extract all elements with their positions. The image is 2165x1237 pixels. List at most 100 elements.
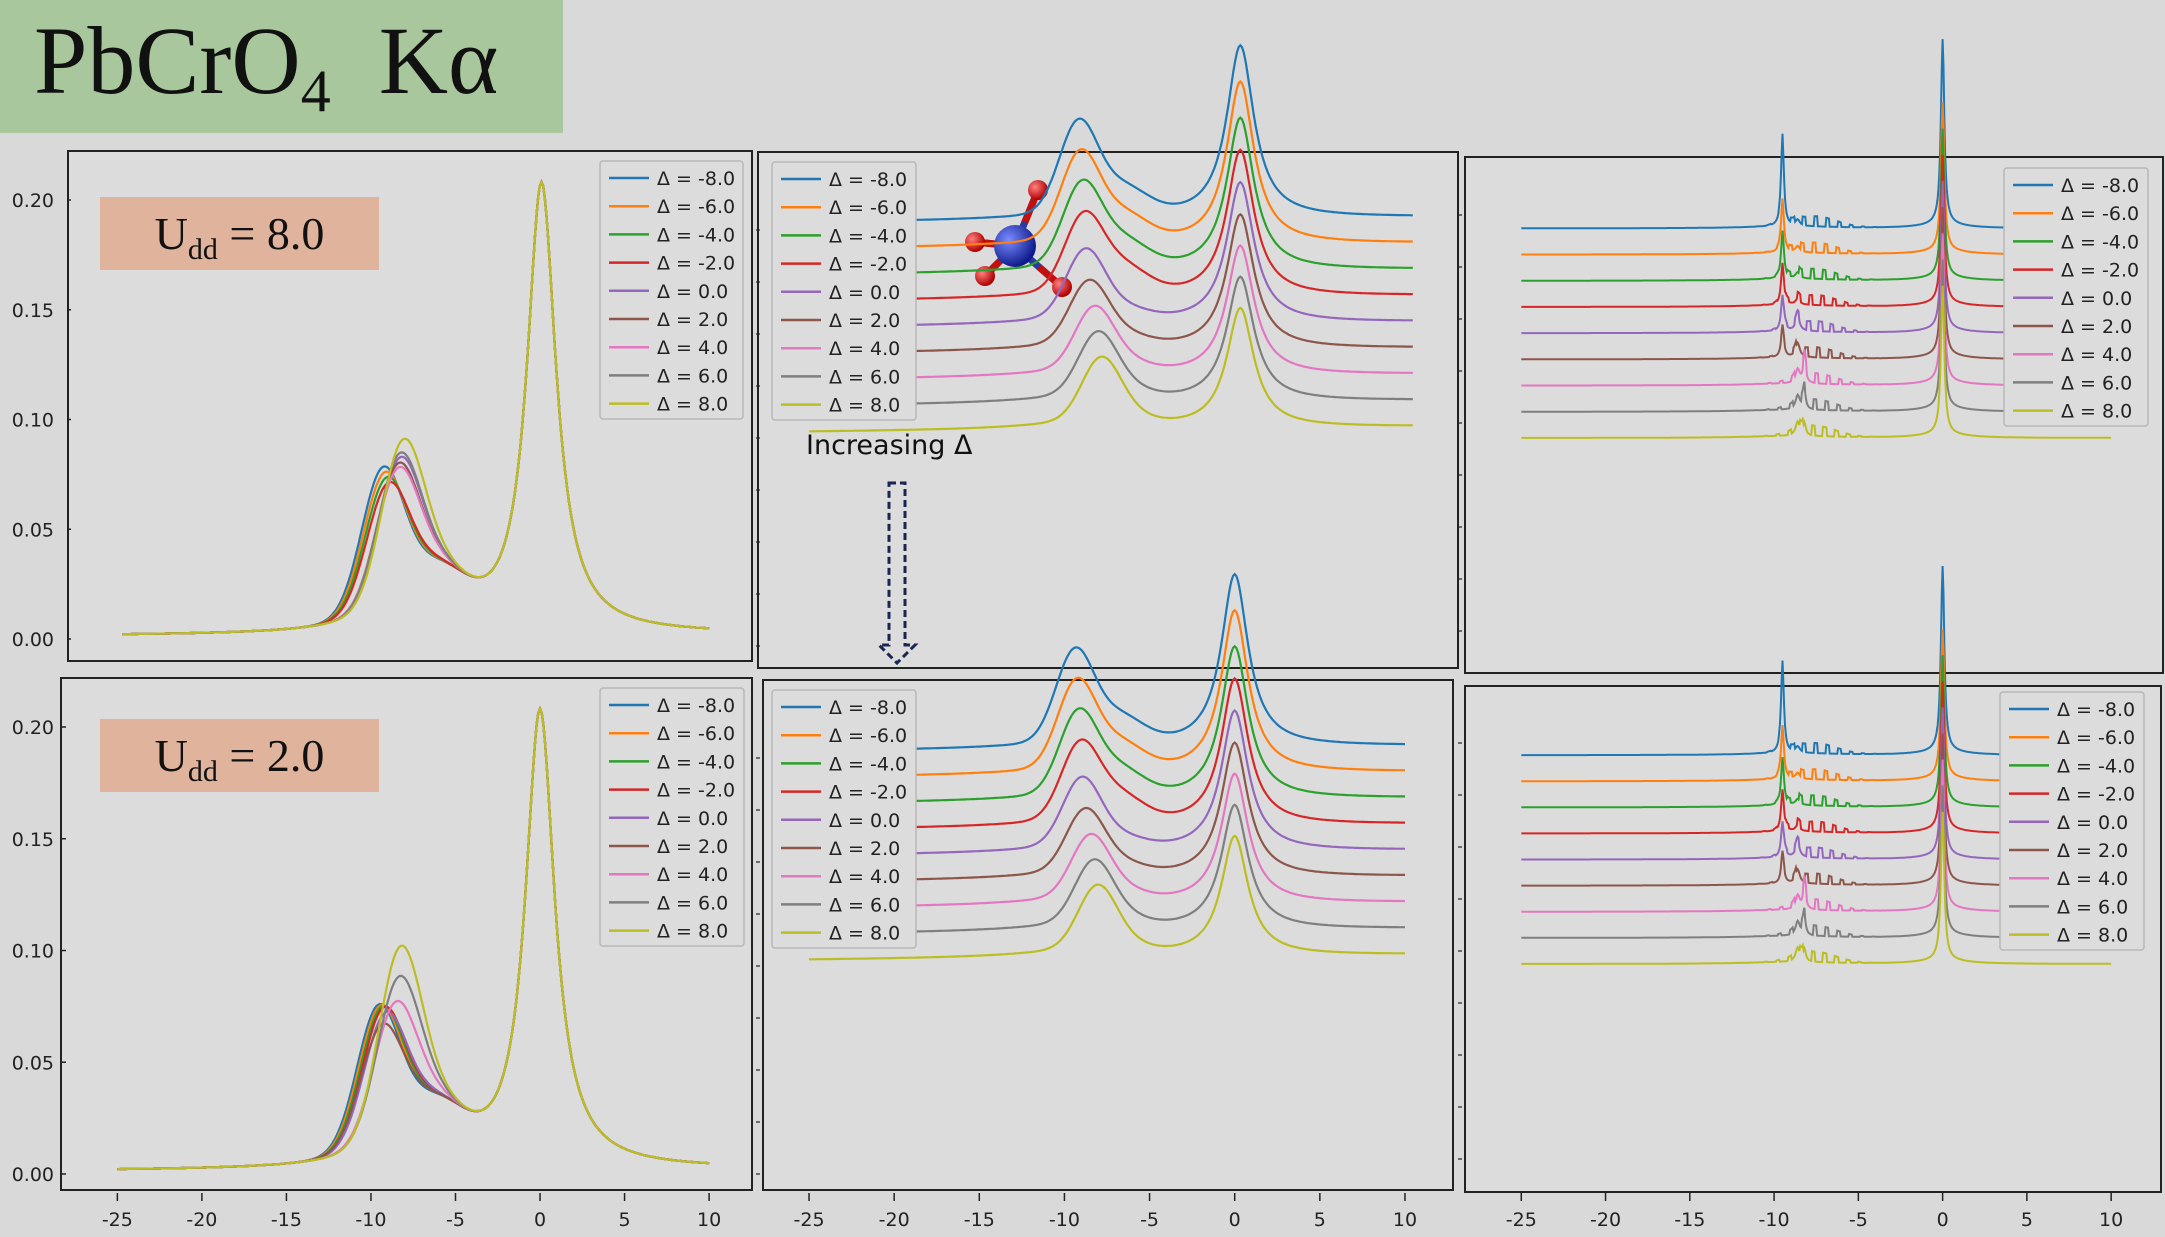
y-tick-label: 0.00 — [12, 1164, 54, 1186]
series-line — [1521, 285, 2112, 439]
legend-label: Δ = 8.0 — [2057, 925, 2128, 947]
legend-label: Δ = -2.0 — [829, 254, 907, 276]
x-tick-label: -15 — [1674, 1209, 1705, 1231]
legend-label: Δ = -6.0 — [2057, 727, 2135, 749]
legend: Δ = -8.0 Δ = -6.0 Δ = -4.0 Δ = -2.0 Δ = 0.0 Δ… — [771, 161, 917, 421]
legend-label: Δ = 2.0 — [657, 309, 728, 331]
legend: Δ = -8.0 Δ = -6.0 Δ = -4.0 Δ = -2.0 Δ = 0.0 Δ… — [1999, 691, 2145, 951]
legend-box — [599, 687, 745, 947]
legend-label: Δ = 8.0 — [829, 395, 900, 417]
x-tick-label: -20 — [1590, 1209, 1621, 1231]
legend-label: Δ = 2.0 — [829, 838, 900, 860]
y-tick-label: 0.05 — [12, 519, 54, 541]
legend-label: Δ = -4.0 — [829, 225, 907, 247]
legend-label: Δ = 4.0 — [829, 866, 900, 888]
legend-label: Δ = 0.0 — [657, 281, 728, 303]
x-tick-label: -5 — [1849, 1209, 1868, 1231]
legend-box — [2003, 167, 2149, 427]
x-tick-label: -10 — [355, 1209, 386, 1231]
x-tick-label: -15 — [964, 1209, 995, 1231]
legend-label: Δ = -2.0 — [657, 780, 735, 802]
x-tick-label: -5 — [446, 1209, 465, 1231]
x-tick-label: -10 — [1049, 1209, 1080, 1231]
legend: Δ = -8.0 Δ = -6.0 Δ = -4.0 Δ = -2.0 Δ = 0.0 Δ… — [599, 160, 744, 420]
y-tick-label: 0.15 — [12, 829, 54, 851]
legend-label: Δ = 6.0 — [2057, 896, 2128, 918]
x-tick-label: 5 — [2021, 1209, 2033, 1231]
legend-label: Δ = -2.0 — [829, 782, 907, 804]
legend-label: Δ = -4.0 — [657, 224, 735, 246]
legend: Δ = -8.0 Δ = -6.0 Δ = -4.0 Δ = -2.0 Δ = 0.0 Δ… — [2003, 167, 2149, 427]
x-tick-label: -5 — [1140, 1209, 1159, 1231]
legend-label: Δ = -6.0 — [829, 725, 907, 747]
legend-label: Δ = -8.0 — [2061, 175, 2139, 197]
legend-label: Δ = 0.0 — [657, 808, 728, 830]
series-line — [809, 306, 1413, 433]
title-banner: PbCrO4 Kα — [0, 0, 563, 133]
legend-label: Δ = -6.0 — [657, 723, 735, 745]
series-line — [808, 834, 1405, 961]
legend-label: Δ = -8.0 — [2057, 699, 2135, 721]
legend-label: Δ = -2.0 — [2061, 260, 2139, 282]
legend-box — [771, 161, 917, 421]
x-tick-label: -25 — [794, 1209, 825, 1231]
chart-bottom-middle: -25 -20 -15 -10 -5 0 5 10 Δ = -8.0 Δ = -6.0 Δ = -4… — [756, 572, 1417, 1231]
x-tick-label: 10 — [2099, 1209, 2123, 1231]
y-tick-label: 0.10 — [12, 410, 54, 432]
x-tick-label: 0 — [1937, 1209, 1949, 1231]
legend-label: Δ = -4.0 — [657, 751, 735, 773]
slide-title: PbCrO4 Kα — [34, 8, 498, 124]
chart-top-right: Δ = -8.0 Δ = -6.0 Δ = -4.0 Δ = -2.0 Δ = 0.0 Δ… — [1458, 39, 2149, 632]
udd-label-bottom: Udd = 2.0 — [100, 719, 379, 792]
x-tick-label: -25 — [102, 1209, 133, 1231]
legend-label: Δ = 4.0 — [657, 864, 728, 886]
legend-label: Δ = 8.0 — [657, 921, 728, 943]
legend-label: Δ = 4.0 — [2057, 868, 2128, 890]
legend-label: Δ = 0.0 — [829, 810, 900, 832]
legend-label: Δ = -2.0 — [657, 253, 735, 275]
series-line — [117, 705, 710, 1171]
legend-label: Δ = 6.0 — [2061, 372, 2132, 394]
legend-label: Δ = -2.0 — [2057, 784, 2135, 806]
legend-label: Δ = -6.0 — [829, 197, 907, 219]
legend-label: Δ = 0.0 — [829, 282, 900, 304]
y-tick-label: 0.10 — [12, 941, 54, 963]
legend-label: Δ = 8.0 — [829, 923, 900, 945]
legend-box — [599, 160, 744, 420]
increasing-delta-label: Increasing Δ — [806, 430, 973, 461]
legend-label: Δ = 8.0 — [2061, 401, 2132, 423]
legend-label: Δ = 4.0 — [2061, 344, 2132, 366]
legend-label: Δ = -6.0 — [657, 196, 735, 218]
legend-box — [771, 689, 917, 949]
legend-label: Δ = 4.0 — [829, 338, 900, 360]
x-tick-label: 10 — [1393, 1209, 1417, 1231]
legend-label: Δ = 0.0 — [2057, 812, 2128, 834]
legend-label: Δ = -8.0 — [829, 697, 907, 719]
chart-top-left: 0.000.050.100.150.20Δ = -8.0Δ = -6.0Δ = … — [12, 160, 744, 651]
title-subscript: 4 — [300, 58, 331, 124]
legend-label: Δ = -8.0 — [657, 168, 735, 190]
x-tick-label: 0 — [1229, 1209, 1241, 1231]
x-tick-label: 0 — [534, 1209, 546, 1231]
x-tick-label: 5 — [1314, 1209, 1326, 1231]
legend-label: Δ = 6.0 — [657, 892, 728, 914]
legend: Δ = -8.0 Δ = -6.0 Δ = -4.0 Δ = -2.0 Δ = 0.0 Δ… — [599, 687, 745, 947]
y-tick-label: 0.15 — [12, 300, 54, 322]
legend-label: Δ = -4.0 — [2061, 231, 2139, 253]
legend-label: Δ = 2.0 — [2061, 316, 2132, 338]
y-tick-label: 0.20 — [12, 190, 54, 212]
legend-label: Δ = -8.0 — [829, 169, 907, 191]
x-tick-label: 10 — [697, 1209, 721, 1231]
title-formula: PbCrO — [34, 7, 301, 114]
legend-label: Δ = 2.0 — [657, 836, 728, 858]
legend-label: Δ = 8.0 — [657, 394, 728, 416]
x-tick-label: -15 — [271, 1209, 302, 1231]
x-tick-label: 5 — [619, 1209, 631, 1231]
x-tick-label: -25 — [1506, 1209, 1537, 1231]
legend-label: Δ = 4.0 — [657, 337, 728, 359]
x-tick-label: -10 — [1759, 1209, 1790, 1231]
series-line — [122, 179, 710, 636]
legend-label: Δ = 6.0 — [829, 894, 900, 916]
y-tick-label: 0.20 — [12, 717, 54, 739]
